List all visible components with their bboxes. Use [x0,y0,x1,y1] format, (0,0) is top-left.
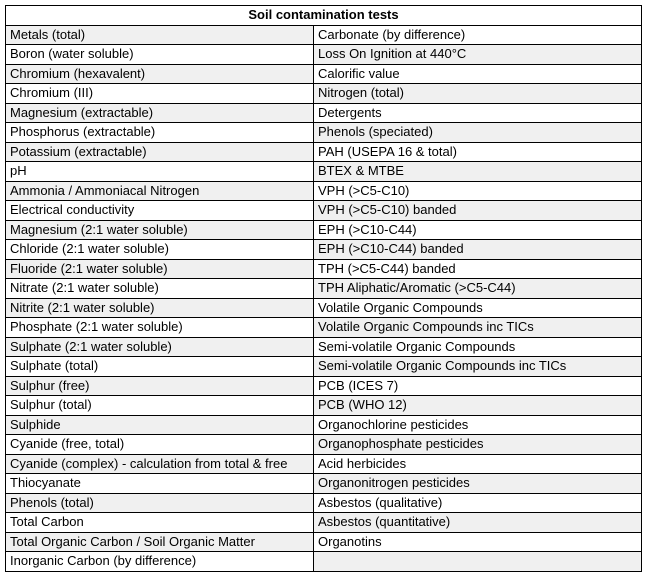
test-cell-left: Total Organic Carbon / Soil Organic Matt… [5,531,314,552]
test-row: Boron (water soluble) Loss On Ignition at… [5,44,642,65]
test-cell-left: Inorganic Carbon (by difference) [5,551,314,572]
test-cell-right: VPH (>C5-C10) [313,180,642,201]
test-row: Inorganic Carbon (by difference) [5,551,642,572]
test-cell-left: Phosphorus (extractable) [5,122,314,143]
test-cell-right: Organotins [313,531,642,552]
test-cell-left: Sulphide [5,414,314,435]
test-row: Sulphate (2:1 water soluble) Semi-volatil… [5,336,642,357]
test-row: Magnesium (2:1 water soluble) EPH (>C10-C… [5,219,642,240]
test-cell-right: Phenols (speciated) [313,122,642,143]
test-cell-right: Volatile Organic Compounds [313,297,642,318]
test-cell-left: Ammonia / Ammoniacal Nitrogen [5,180,314,201]
test-cell-right: EPH (>C10-C44) banded [313,239,642,260]
test-row: Ammonia / Ammoniacal Nitrogen VPH (>C5-C1… [5,180,642,201]
test-cell-left: Chloride (2:1 water soluble) [5,239,314,260]
test-cell-right: Asbestos (qualitative) [313,492,642,513]
test-cell-left: Total Carbon [5,512,314,533]
test-row: Chloride (2:1 water soluble) EPH (>C10-C4… [5,239,642,260]
test-cell-left: Cyanide (free, total) [5,434,314,455]
test-cell-right: PCB (ICES 7) [313,375,642,396]
test-row: Thiocyanate Organonitrogen pesticides [5,473,642,494]
test-cell-right: Semi-volatile Organic Compounds inc TICs [313,356,642,377]
test-cell-left: Phenols (total) [5,492,314,513]
test-row: Chromium (III) Nitrogen (total) [5,83,642,104]
test-row: Electrical conductivity VPH (>C5-C10) ban… [5,200,642,221]
test-cell-left: Sulphate (total) [5,356,314,377]
test-cell-right: Asbestos (quantitative) [313,512,642,533]
test-row: Phosphorus (extractable) Phenols (speciat… [5,122,642,143]
test-cell-left: Boron (water soluble) [5,44,314,65]
test-row: Sulphur (free) PCB (ICES 7) [5,375,642,396]
test-row: Nitrite (2:1 water soluble) Volatile Orga… [5,297,642,318]
test-row: Phosphate (2:1 water soluble) Volatile Or… [5,317,642,338]
test-cell-left: Metals (total) [5,24,314,45]
test-cell-right: Nitrogen (total) [313,83,642,104]
test-cell-right: Calorific value [313,63,642,84]
test-cell-right: VPH (>C5-C10) banded [313,200,642,221]
test-row: Sulphur (total) PCB (WHO 12) [5,395,642,416]
test-cell-left: Sulphur (total) [5,395,314,416]
test-cell-right: PCB (WHO 12) [313,395,642,416]
test-row: Fluoride (2:1 water soluble) TPH (>C5-C44… [5,258,642,279]
test-cell-left: Phosphate (2:1 water soluble) [5,317,314,338]
test-cell-right: Loss On Ignition at 440°C [313,44,642,65]
test-row: pH BTEX & MTBE [5,161,642,182]
test-row: Magnesium (extractable) Detergents [5,102,642,123]
test-row: Cyanide (complex) - calculation from tot… [5,453,642,474]
test-cell-right: Detergents [313,102,642,123]
test-cell-left: Chromium (hexavalent) [5,63,314,84]
test-cell-left: Potassium (extractable) [5,141,314,162]
soil-tests-table: Soil contamination tests Metals (total) C… [5,5,642,572]
test-cell-left: Sulphate (2:1 water soluble) [5,336,314,357]
test-cell-left: Magnesium (extractable) [5,102,314,123]
test-cell-left: Nitrite (2:1 water soluble) [5,297,314,318]
test-cell-right: Volatile Organic Compounds inc TICs [313,317,642,338]
test-row: Sulphide Organochlorine pesticides [5,414,642,435]
test-cell-left: Nitrate (2:1 water soluble) [5,278,314,299]
test-cell-right: Organophosphate pesticides [313,434,642,455]
test-row: Metals (total) Carbonate (by difference) [5,24,642,45]
test-cell-right: BTEX & MTBE [313,161,642,182]
table-title: Soil contamination tests [5,5,642,26]
test-row: Total Carbon Asbestos (quantitative) [5,512,642,533]
test-row: Phenols (total) Asbestos (qualitative) [5,492,642,513]
test-cell-right: Semi-volatile Organic Compounds [313,336,642,357]
test-row: Potassium (extractable) PAH (USEPA 16 & t… [5,141,642,162]
test-cell-right: PAH (USEPA 16 & total) [313,141,642,162]
test-cell-left: Chromium (III) [5,83,314,104]
test-cell-left: Fluoride (2:1 water soluble) [5,258,314,279]
test-cell-right: EPH (>C10-C44) [313,219,642,240]
test-cell-right: TPH Aliphatic/Aromatic (>C5-C44) [313,278,642,299]
test-cell-right [313,551,642,572]
test-cell-left: Cyanide (complex) - calculation from tot… [5,453,314,474]
test-cell-right: Acid herbicides [313,453,642,474]
test-cell-right: TPH (>C5-C44) banded [313,258,642,279]
test-cell-left: Electrical conductivity [5,200,314,221]
test-row: Total Organic Carbon / Soil Organic Matt… [5,531,642,552]
test-cell-left: Sulphur (free) [5,375,314,396]
test-row: Nitrate (2:1 water soluble) TPH Aliphatic… [5,278,642,299]
table-header-row: Soil contamination tests [5,5,642,26]
test-cell-right: Organochlorine pesticides [313,414,642,435]
table-body: Metals (total) Carbonate (by difference) B… [5,24,642,572]
test-cell-right: Organonitrogen pesticides [313,473,642,494]
test-row: Sulphate (total) Semi-volatile Organic Co… [5,356,642,377]
test-row: Cyanide (free, total) Organophosphate pes… [5,434,642,455]
test-row: Chromium (hexavalent) Calorific value [5,63,642,84]
test-cell-left: Thiocyanate [5,473,314,494]
test-cell-left: Magnesium (2:1 water soluble) [5,219,314,240]
test-cell-right: Carbonate (by difference) [313,24,642,45]
test-cell-left: pH [5,161,314,182]
